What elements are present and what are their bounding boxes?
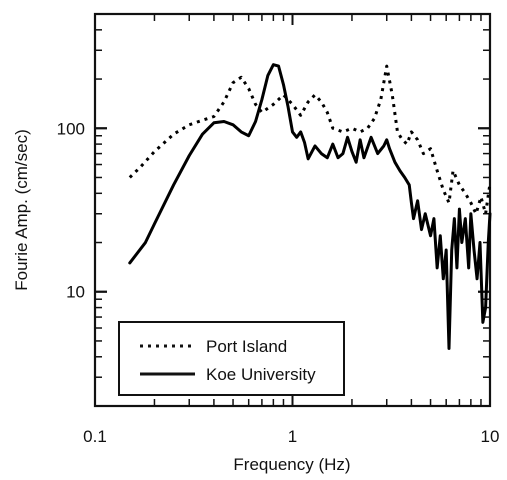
x-tick-labels: 0.1 1 10 xyxy=(83,427,499,446)
legend-box xyxy=(118,321,345,396)
legend: Port Island Koe University xyxy=(118,321,345,396)
x-axis-title: Frequency (Hz) xyxy=(233,455,350,474)
y-tick-marks xyxy=(95,13,490,407)
y-tick-label: 100 xyxy=(57,119,85,138)
series-layer xyxy=(128,63,492,350)
legend-koe-university-label: Koe University xyxy=(206,365,316,384)
y-tick-label: 10 xyxy=(66,283,85,302)
x-tick-label: 0.1 xyxy=(83,427,107,446)
legend-port-island-label: Port Island xyxy=(206,337,287,356)
y-tick-labels: 10 100 xyxy=(57,119,85,301)
series-koe-university-line xyxy=(128,63,492,350)
x-tick-label: 1 xyxy=(288,427,297,446)
x-tick-marks xyxy=(94,14,491,406)
y-axis-title: Fourie Amp. (cm/sec) xyxy=(12,129,31,291)
x-tick-label: 10 xyxy=(481,427,500,446)
series-port-island-line xyxy=(128,64,492,216)
